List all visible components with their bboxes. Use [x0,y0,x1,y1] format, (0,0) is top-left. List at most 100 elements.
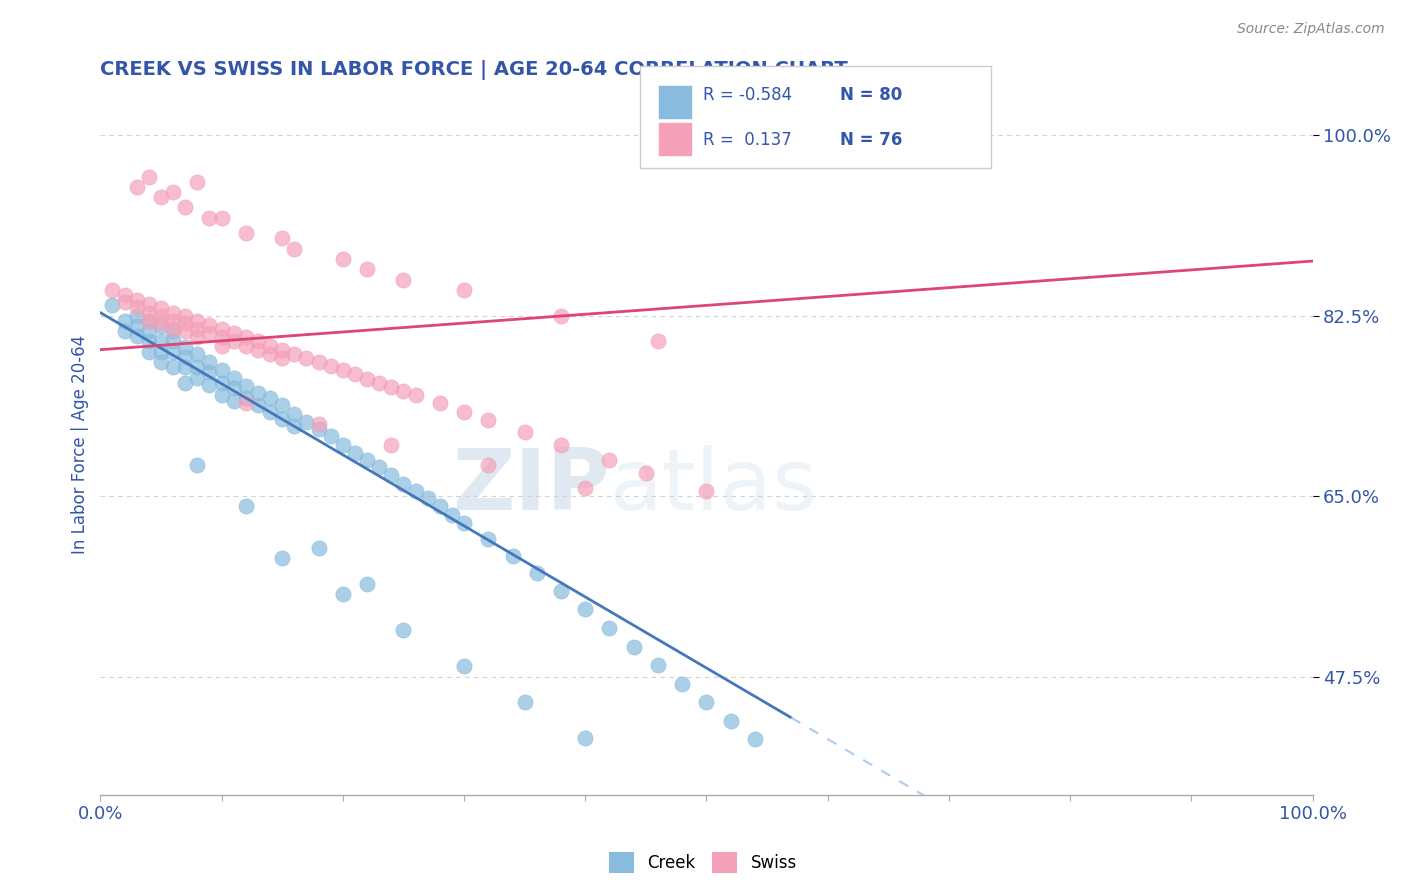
Point [295,351,318,365]
Point [211,376,233,390]
Point [174,201,197,215]
Point [283,419,305,434]
Point [332,437,354,451]
Point [368,460,391,475]
Point [149,355,172,369]
FancyBboxPatch shape [658,85,692,119]
Point [174,309,197,323]
Point [162,185,184,199]
Text: N = 80: N = 80 [839,86,903,103]
Point [392,623,415,637]
Point [356,262,378,277]
Point [343,368,366,382]
Point [186,458,208,472]
Point [162,344,184,359]
Point [574,481,596,495]
Point [416,491,439,505]
Point [125,329,148,343]
Point [162,314,184,328]
Point [222,370,245,384]
Point [186,322,208,336]
Point [477,413,499,427]
Point [453,283,475,297]
Point [235,396,257,410]
Point [271,351,294,365]
Point [174,360,197,375]
Point [198,211,221,225]
Point [319,359,342,374]
Point [405,388,427,402]
Text: CREEK VS SWISS IN LABOR FORCE | AGE 20-64 CORRELATION CHART: CREEK VS SWISS IN LABOR FORCE | AGE 20-6… [100,60,848,79]
Point [271,398,294,412]
Point [138,344,160,359]
Point [125,293,148,308]
Point [259,347,281,361]
Point [125,301,148,315]
Point [162,305,184,319]
Point [453,659,475,673]
Point [162,360,184,375]
Point [295,415,318,429]
Point [114,288,136,302]
Point [149,318,172,333]
FancyBboxPatch shape [658,122,692,156]
Point [186,330,208,344]
Point [647,334,669,349]
Point [283,242,305,256]
Point [392,476,415,491]
Point [174,350,197,364]
Point [198,377,221,392]
Point [550,309,572,323]
Point [429,500,451,514]
Point [149,334,172,349]
Point [271,411,294,425]
Point [271,343,294,357]
Point [671,677,693,691]
Point [271,551,294,566]
Text: ZIP: ZIP [451,445,609,528]
Point [513,695,536,709]
Point [332,363,354,377]
Point [222,326,245,341]
Point [380,380,402,394]
Point [356,453,378,467]
Point [198,318,221,332]
Point [114,314,136,328]
Point [308,355,330,369]
Point [574,602,596,616]
Point [392,272,415,286]
Point [550,437,572,451]
Point [453,516,475,530]
Point [186,175,208,189]
Point [149,190,172,204]
Point [598,453,620,467]
Point [149,344,172,359]
Point [744,732,766,747]
Point [647,658,669,673]
Point [149,301,172,316]
Point [598,621,620,635]
Point [211,338,233,352]
Point [283,407,305,421]
Point [246,386,269,401]
Point [186,314,208,328]
Point [259,338,281,352]
Point [222,394,245,409]
Point [114,295,136,310]
Point [477,533,499,547]
Point [332,252,354,266]
Point [125,179,148,194]
Point [235,330,257,344]
Point [138,169,160,184]
Y-axis label: In Labor Force | Age 20-64: In Labor Force | Age 20-64 [72,335,89,554]
Point [246,398,269,412]
Text: N = 76: N = 76 [839,130,903,148]
Point [222,381,245,395]
Point [405,483,427,498]
Point [634,467,657,481]
Point [453,404,475,418]
Point [235,338,257,352]
Point [174,316,197,330]
Point [162,324,184,338]
FancyBboxPatch shape [640,66,991,168]
